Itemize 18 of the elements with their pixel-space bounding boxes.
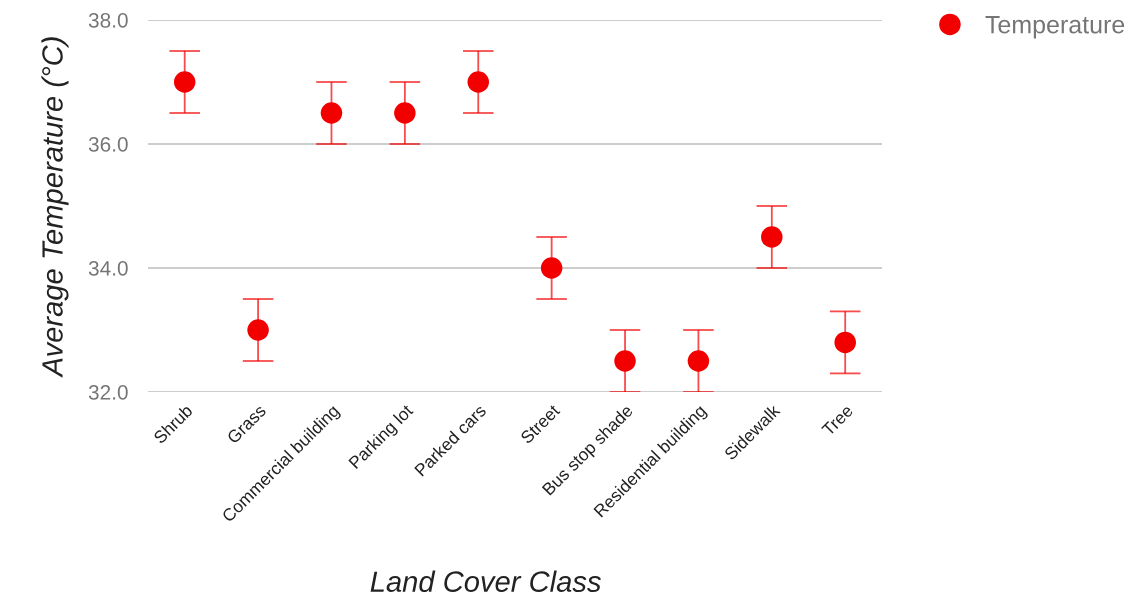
y-axis-title: Average Temperature (°C): [41, 37, 69, 378]
point: [540, 257, 563, 279]
y-tick-label: 32.0: [88, 385, 128, 400]
x-tick-label: Tree: [821, 404, 854, 437]
point: [761, 226, 783, 248]
point: [614, 350, 636, 372]
point: [834, 331, 856, 354]
point: [247, 319, 269, 341]
point: [320, 102, 343, 124]
point: [173, 71, 196, 93]
x-axis-title: Land Cover Class: [370, 570, 601, 592]
y-tick-label: 38.0: [88, 12, 128, 28]
point: [687, 350, 710, 372]
point: [394, 102, 416, 124]
y-tick-label: 36.0: [88, 136, 128, 152]
point: [467, 71, 490, 93]
y-tick-label: 34.0: [88, 261, 128, 276]
legend-label: Temperature: [985, 16, 1125, 39]
